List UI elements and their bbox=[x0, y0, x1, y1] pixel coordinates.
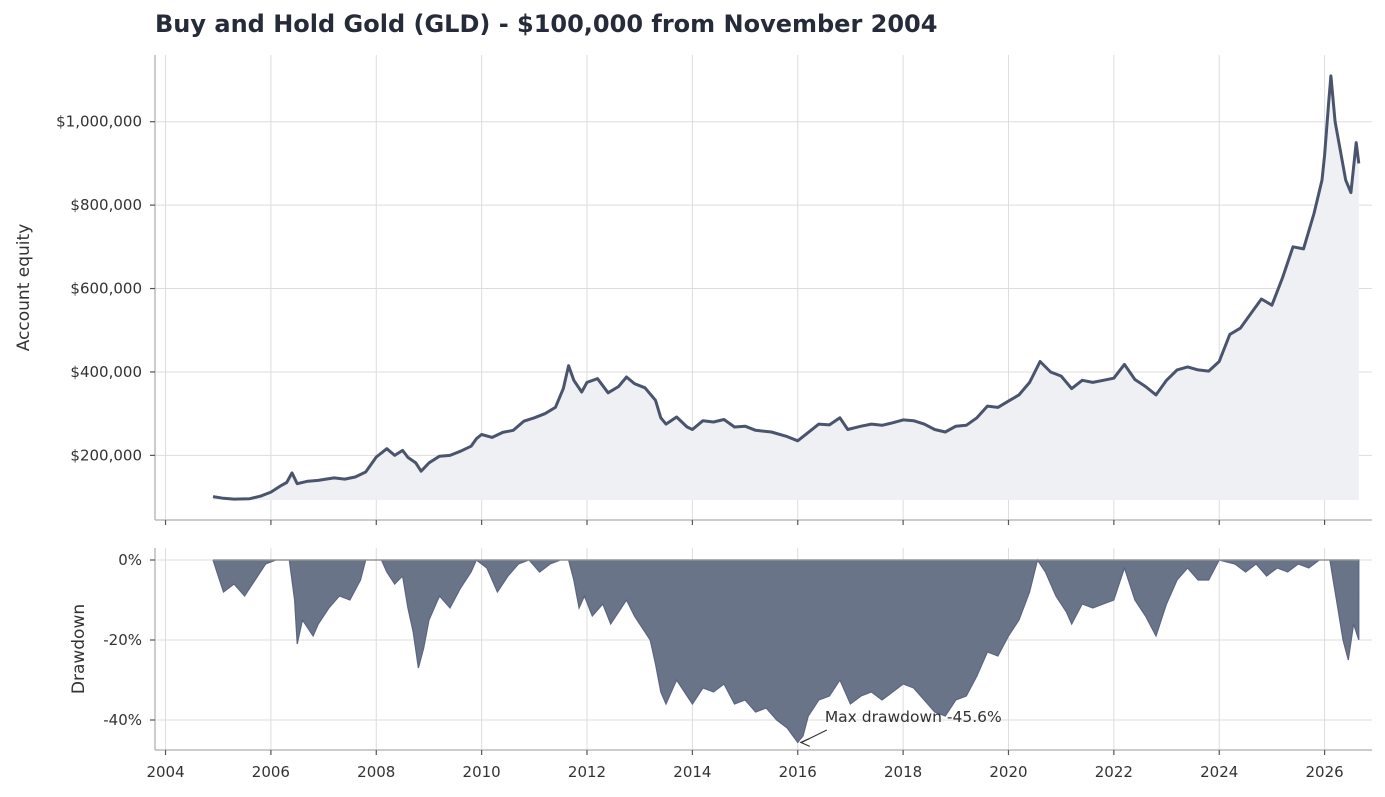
annotation-text: Max drawdown -45.6% bbox=[825, 708, 1002, 726]
equity-panel: $200,000 $400,000 $600,000 $800,000 $1,000,0… bbox=[14, 55, 1372, 525]
equity-line bbox=[212, 74, 1361, 501]
y-tick-label: $200,000 bbox=[70, 446, 142, 464]
x-tick-label: 2022 bbox=[1095, 763, 1133, 781]
x-tick-label: 2026 bbox=[1305, 763, 1343, 781]
x-tick-label: 2010 bbox=[463, 763, 501, 781]
x-tick-label: 2016 bbox=[779, 763, 817, 781]
x-tick-label: 2024 bbox=[1200, 763, 1238, 781]
x-tick-label: 2018 bbox=[884, 763, 922, 781]
equity-area bbox=[212, 75, 1359, 500]
y-tick-label: $1,000,000 bbox=[56, 113, 142, 131]
drawdown-area bbox=[212, 558, 1360, 744]
y-axis-label: Account equity bbox=[14, 224, 34, 352]
x-tick-label: 2014 bbox=[673, 763, 711, 781]
chart-title: Buy and Hold Gold (GLD) - $100,000 from … bbox=[155, 10, 937, 38]
x-tick-label: 2006 bbox=[252, 763, 290, 781]
y-tick-label: $600,000 bbox=[70, 280, 142, 298]
x-tick-label: 2008 bbox=[357, 763, 395, 781]
annotation-arrowhead bbox=[799, 737, 810, 747]
y-axis-label: Drawdown bbox=[69, 604, 89, 694]
y-tick-label: 0% bbox=[118, 551, 142, 569]
x-tick-label: 2012 bbox=[568, 763, 606, 781]
x-tick-label: 2020 bbox=[989, 763, 1027, 781]
drawdown-panel: Max drawdown -45.6% 2004 2006 2008 2010 2012 2… bbox=[69, 548, 1372, 781]
x-tick-label: 2004 bbox=[146, 763, 184, 781]
y-tick-label: -20% bbox=[103, 631, 142, 649]
y-tick-label: $400,000 bbox=[70, 363, 142, 381]
y-tick-label: -40% bbox=[103, 711, 142, 729]
y-tick-label: $800,000 bbox=[70, 196, 142, 214]
